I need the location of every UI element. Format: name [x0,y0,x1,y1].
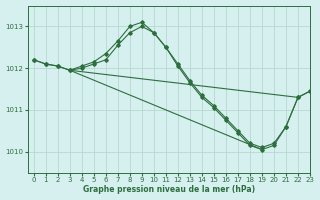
X-axis label: Graphe pression niveau de la mer (hPa): Graphe pression niveau de la mer (hPa) [83,185,255,194]
